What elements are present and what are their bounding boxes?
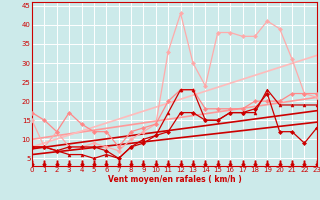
X-axis label: Vent moyen/en rafales ( km/h ): Vent moyen/en rafales ( km/h ) (108, 175, 241, 184)
